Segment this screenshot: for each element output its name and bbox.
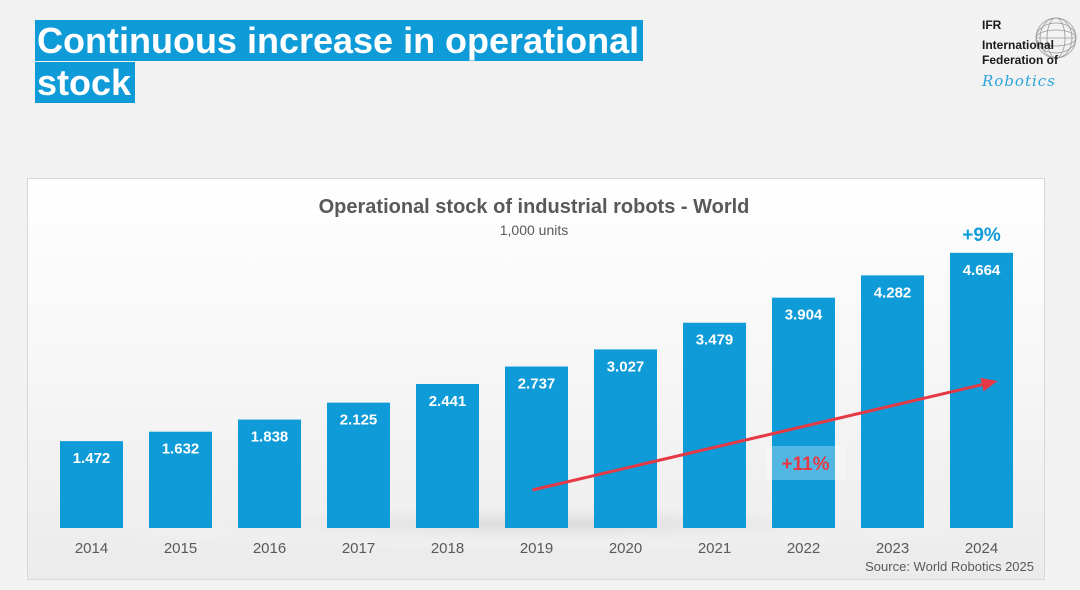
x-tick-label: 2019 [520, 540, 553, 557]
bar-2020 [594, 349, 657, 528]
x-tick-label: 2016 [253, 540, 286, 557]
bar-2017 [327, 402, 390, 528]
logo-robotics: Robotics [982, 72, 1056, 90]
chart-title: Operational stock of industrial robots -… [319, 196, 750, 218]
chart-panel: Operational stock of industrial robots -… [27, 178, 1045, 580]
bar-chart: Operational stock of industrial robots -… [28, 179, 1044, 579]
chart-source: Source: World Robotics 2025 [865, 559, 1034, 574]
x-tick-label: 2015 [164, 540, 197, 557]
x-tick-label: 2014 [75, 540, 108, 557]
bar-value-label: 2.441 [429, 393, 467, 410]
last-year-growth-label: +9% [962, 225, 1001, 246]
bar-value-label: 4.664 [963, 262, 1001, 279]
x-tick-label: 2018 [431, 540, 464, 557]
bar-value-label: 3.904 [785, 307, 823, 324]
logo-international: International [982, 38, 1055, 52]
x-tick-label: 2020 [609, 540, 642, 557]
logo-ifr: IFR [982, 18, 1002, 32]
page-title: Continuous increase in operational stock [35, 20, 644, 104]
bar-value-label: 3.027 [607, 358, 645, 375]
bar-value-label: 1.632 [162, 441, 200, 458]
x-tick-label: 2022 [787, 540, 820, 557]
bar-2022 [772, 297, 835, 528]
bar-2014 [60, 441, 123, 528]
bar-2019 [505, 366, 568, 528]
bar-2018 [416, 383, 479, 528]
bar-value-label: 1.472 [73, 450, 111, 467]
bar-2015 [149, 431, 212, 528]
bar-2016 [238, 419, 301, 528]
x-tick-label: 2017 [342, 540, 375, 557]
x-tick-label: 2024 [965, 540, 998, 557]
growth-badge-bg [765, 446, 846, 480]
trend-arrow-line [532, 383, 983, 492]
chart-subtitle: 1,000 units [500, 222, 569, 238]
x-tick-label: 2023 [876, 540, 909, 557]
globe-icon [1035, 17, 1077, 59]
bar-value-label: 1.838 [251, 429, 289, 446]
bar-value-label: 4.282 [874, 284, 912, 301]
trend-arrow-head [980, 377, 998, 392]
bar-value-label: 2.737 [518, 376, 556, 393]
x-tick-label: 2021 [698, 540, 731, 557]
bar-value-label: 3.479 [696, 332, 734, 349]
trend-growth-label: +11% [781, 454, 829, 475]
ifr-logo: IFR International Federation of Robotics [982, 16, 1078, 92]
bar-value-label: 2.125 [340, 412, 378, 429]
logo-federation: Federation of [982, 53, 1059, 67]
bar-2021 [683, 322, 746, 528]
page-title-line-2: stock [35, 62, 136, 103]
page-title-line-1: Continuous increase in operational [35, 20, 644, 61]
